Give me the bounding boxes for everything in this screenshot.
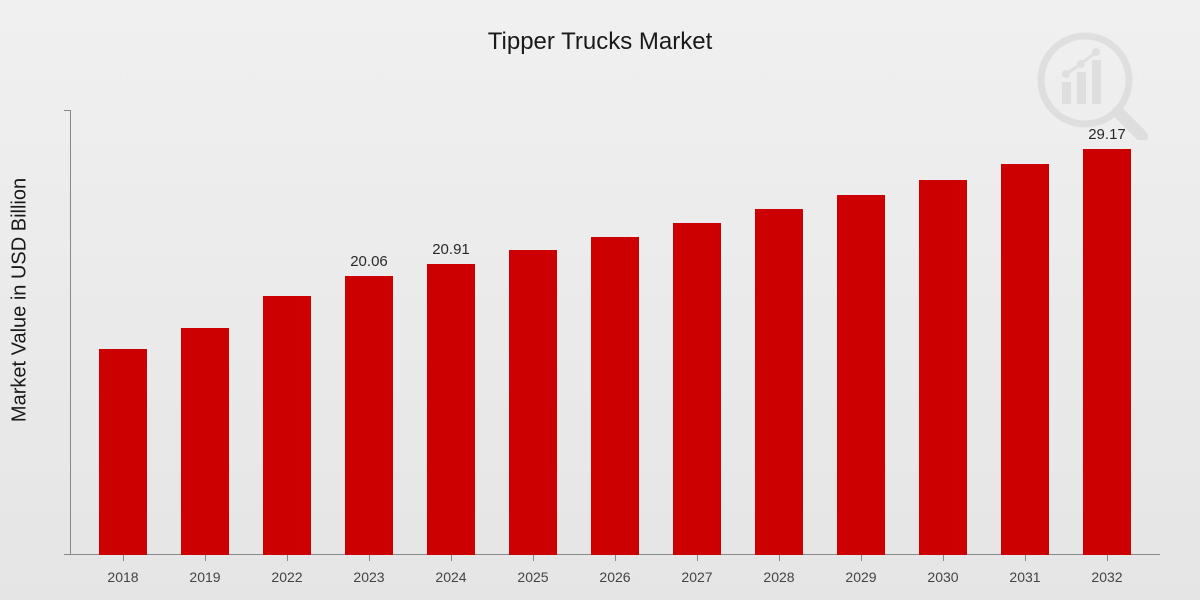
x-tick-wrap xyxy=(492,555,574,561)
bar-wrap xyxy=(82,110,164,555)
x-tick xyxy=(451,555,452,561)
x-axis-category-label: 2022 xyxy=(246,569,328,585)
x-axis-category-label: 2028 xyxy=(738,569,820,585)
x-tick xyxy=(287,555,288,561)
x-axis-category-label: 2027 xyxy=(656,569,738,585)
x-axis-category-label: 2023 xyxy=(328,569,410,585)
bar xyxy=(755,209,803,555)
bar-wrap xyxy=(164,110,246,555)
x-tick xyxy=(861,555,862,561)
x-tick-wrap xyxy=(738,555,820,561)
x-tick xyxy=(615,555,616,561)
x-tick-wrap xyxy=(328,555,410,561)
x-tick-wrap xyxy=(902,555,984,561)
bar-wrap xyxy=(902,110,984,555)
bar xyxy=(591,237,639,555)
x-tick xyxy=(1107,555,1108,561)
x-tick-wrap xyxy=(82,555,164,561)
x-tick-wrap xyxy=(656,555,738,561)
x-axis-category-label: 2024 xyxy=(410,569,492,585)
x-tick-wrap xyxy=(984,555,1066,561)
x-axis-category-label: 2030 xyxy=(902,569,984,585)
x-labels-container: 2018201920222023202420252026202720282029… xyxy=(70,569,1160,585)
x-axis-category-label: 2029 xyxy=(820,569,902,585)
bar-wrap: 29.17 xyxy=(1066,110,1148,555)
bar xyxy=(1083,149,1131,555)
bar xyxy=(345,276,393,555)
bar-wrap: 20.91 xyxy=(410,110,492,555)
bar-value-label: 20.06 xyxy=(350,253,388,270)
x-axis-category-label: 2018 xyxy=(82,569,164,585)
x-tick xyxy=(1025,555,1026,561)
bar xyxy=(99,349,147,555)
x-tick xyxy=(943,555,944,561)
bar-wrap xyxy=(820,110,902,555)
x-tick xyxy=(205,555,206,561)
bar xyxy=(427,264,475,555)
x-tick xyxy=(369,555,370,561)
x-axis-category-label: 2019 xyxy=(164,569,246,585)
x-tick xyxy=(779,555,780,561)
chart-plot-area: 20.06 20.91 29.17 xyxy=(70,110,1160,555)
bar xyxy=(181,328,229,555)
x-tick-wrap xyxy=(410,555,492,561)
x-tick xyxy=(123,555,124,561)
bars-container: 20.06 20.91 29.17 xyxy=(70,110,1160,555)
bar-value-label: 29.17 xyxy=(1088,126,1126,143)
bar xyxy=(919,180,967,555)
bar-wrap xyxy=(984,110,1066,555)
bar-wrap xyxy=(738,110,820,555)
x-ticks-container xyxy=(70,555,1160,561)
x-tick-wrap xyxy=(164,555,246,561)
x-axis-category-label: 2031 xyxy=(984,569,1066,585)
x-tick-wrap xyxy=(820,555,902,561)
x-tick-wrap xyxy=(246,555,328,561)
bar xyxy=(673,223,721,555)
chart-title: Tipper Trucks Market xyxy=(0,28,1200,56)
x-axis-category-label: 2025 xyxy=(492,569,574,585)
y-axis-label: Market Value in USD Billion xyxy=(9,178,32,422)
x-tick-wrap xyxy=(1066,555,1148,561)
x-tick xyxy=(533,555,534,561)
bar-wrap xyxy=(656,110,738,555)
bar xyxy=(509,250,557,555)
x-tick xyxy=(697,555,698,561)
bar xyxy=(263,296,311,555)
bar-wrap xyxy=(492,110,574,555)
bar-wrap xyxy=(574,110,656,555)
x-tick-wrap xyxy=(574,555,656,561)
bar-wrap xyxy=(246,110,328,555)
x-axis-category-label: 2026 xyxy=(574,569,656,585)
x-axis-category-label: 2032 xyxy=(1066,569,1148,585)
bar-wrap: 20.06 xyxy=(328,110,410,555)
bar-value-label: 20.91 xyxy=(432,241,470,258)
bar xyxy=(1001,164,1049,555)
bar xyxy=(837,195,885,555)
